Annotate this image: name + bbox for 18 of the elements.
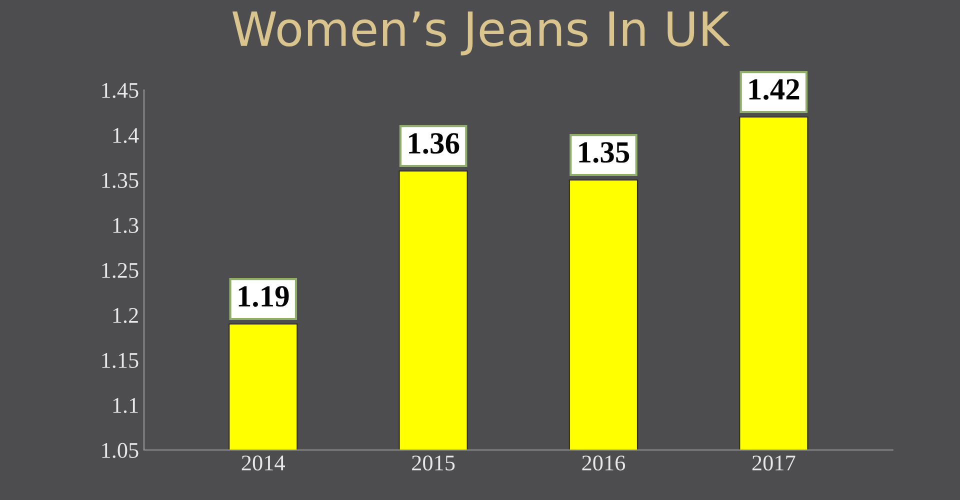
data-label: 1.36 xyxy=(409,133,460,154)
y-tick-label: 1.1 xyxy=(113,398,138,414)
chart-title: Women’s Jeans In UK xyxy=(232,11,730,56)
x-tick-label: 2014 xyxy=(242,456,285,470)
y-tick-label: 1.2 xyxy=(113,308,138,324)
y-tick-label: 1.35 xyxy=(102,172,138,188)
data-label: 1.35 xyxy=(579,142,630,163)
y-tick-label: 1.45 xyxy=(102,83,138,98)
data-label: 1.42 xyxy=(749,79,800,100)
data-label: 1.19 xyxy=(238,286,289,307)
x-tick-label: 2016 xyxy=(582,456,626,470)
y-tick-label: 1.3 xyxy=(113,218,138,234)
y-tick-label: 1.05 xyxy=(102,442,138,458)
y-tick-label: 1.4 xyxy=(113,128,139,144)
y-tick-label: 1.15 xyxy=(102,353,138,368)
x-tick-label: 2017 xyxy=(752,456,796,470)
x-tick-label: 2015 xyxy=(412,456,455,470)
y-tick-label: 1.25 xyxy=(102,262,138,278)
